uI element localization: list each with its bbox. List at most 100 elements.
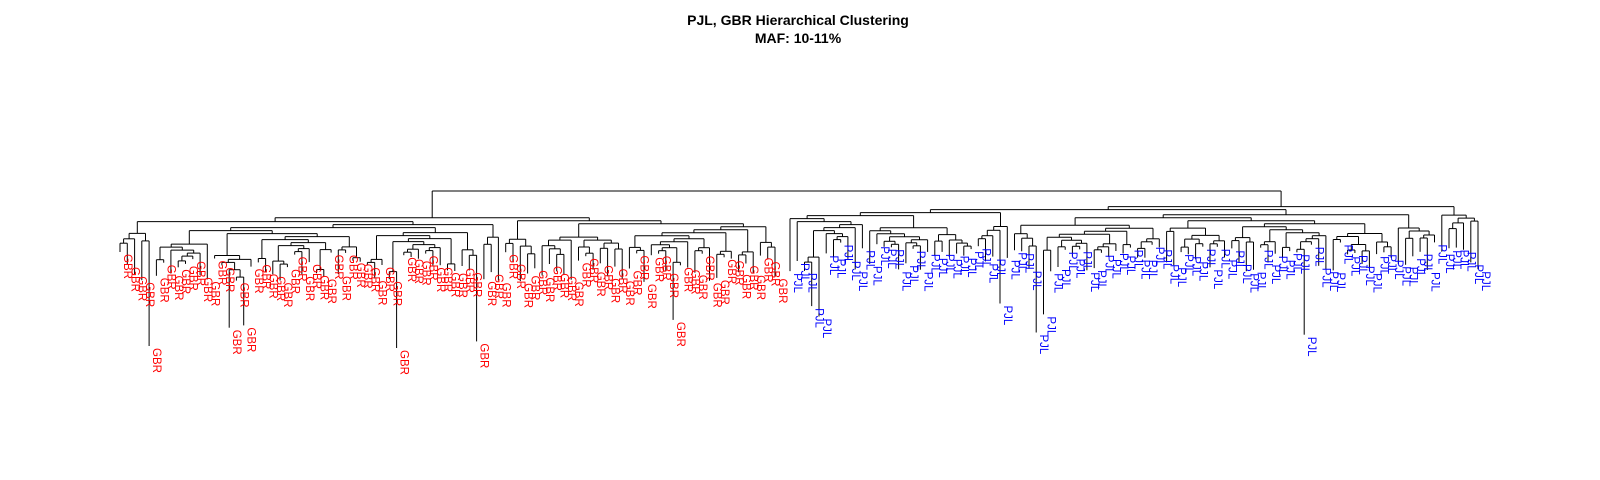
leaf-label-pjl: PJL: [1008, 260, 1020, 280]
leaf-label-gbr: GBR: [769, 262, 781, 287]
leaf-label-gbr: GBR: [281, 283, 293, 308]
leaf-label-pjl: PJL: [1131, 250, 1143, 270]
leaf-label-pjl: PJL: [1385, 254, 1397, 274]
leaf-label-gbr: GBR: [143, 282, 155, 307]
leaf-label-pjl: PJL: [871, 266, 883, 286]
leaf-label-pjl: PJL: [979, 248, 991, 268]
leaf-label-pjl: PJL: [1059, 269, 1071, 289]
leaf-label-gbr: GBR: [711, 283, 723, 308]
leaf-label-gbr: GBR: [754, 275, 766, 300]
leaf-label-pjl: PJL: [1305, 337, 1317, 357]
leaf-label-gbr: GBR: [776, 279, 788, 304]
leaf-label-gbr: GBR: [529, 276, 541, 301]
leaf-label-pjl: PJL: [1378, 256, 1390, 276]
leaf-label-gbr: GBR: [740, 274, 752, 299]
leaf-label-gbr: GBR: [485, 281, 497, 306]
leaf-label-pjl: PJL: [1443, 254, 1455, 274]
leaf-label-gbr: GBR: [157, 278, 169, 303]
leaf-label-gbr: GBR: [580, 263, 592, 288]
leaf-label-pjl: PJL: [994, 259, 1006, 279]
leaf-label-pjl: PJL: [1117, 253, 1129, 273]
leaf-label-gbr: GBR: [310, 264, 322, 289]
leaf-label-gbr: GBR: [478, 343, 490, 368]
leaf-label-pjl: PJL: [907, 265, 919, 285]
leaf-label-gbr: GBR: [318, 275, 330, 300]
leaf-label-pjl: PJL: [1370, 273, 1382, 293]
leaf-label-pjl: PJL: [849, 261, 861, 281]
leaf-label-gbr: GBR: [288, 269, 300, 294]
leaf-label-gbr: GBR: [252, 269, 264, 294]
leaf-label-gbr: GBR: [470, 272, 482, 297]
leaf-label-gbr: GBR: [609, 278, 621, 303]
leaf-label-gbr: GBR: [216, 261, 228, 286]
leaf-label-gbr: GBR: [412, 259, 424, 284]
leaf-label-gbr: GBR: [543, 277, 555, 302]
leaf-label-gbr: GBR: [558, 273, 570, 298]
leaf-label-pjl: PJL: [1414, 258, 1426, 278]
plot-subtitle: MAF: 10-11%: [755, 30, 842, 46]
leaf-label-pjl: PJL: [1240, 264, 1252, 284]
leaf-label-gbr: GBR: [660, 256, 672, 281]
leaf-label-gbr: GBR: [208, 281, 220, 306]
leaf-label-pjl: PJL: [878, 246, 890, 266]
leaf-label-gbr: GBR: [405, 257, 417, 282]
leaf-label-gbr: GBR: [361, 264, 373, 289]
leaf-label-gbr: GBR: [390, 281, 402, 306]
leaf-label-pjl: PJL: [1124, 256, 1136, 276]
leaf-label-gbr: GBR: [601, 265, 613, 290]
leaf-label-pjl: PJL: [1312, 247, 1324, 267]
leaf-label-pjl: PJL: [1204, 249, 1216, 269]
leaf-label-pjl: PJL: [863, 250, 875, 270]
leaf-label-gbr: GBR: [507, 254, 519, 279]
leaf-label-pjl: PJL: [1189, 256, 1201, 276]
leaf-label-pjl: PJL: [827, 255, 839, 275]
leaf-label-gbr: GBR: [761, 258, 773, 283]
leaf-label-pjl: PJL: [965, 258, 977, 278]
leaf-label-gbr: GBR: [237, 283, 249, 308]
leaf-label-pjl: PJL: [1284, 260, 1296, 280]
leaf-label-gbr: GBR: [514, 264, 526, 289]
leaf-label-pjl: PJL: [1052, 273, 1064, 293]
leaf-label-pjl: PJL: [1349, 256, 1361, 276]
leaf-label-gbr: GBR: [747, 266, 759, 291]
leaf-label-gbr: GBR: [187, 266, 199, 291]
leaf-label-gbr: GBR: [398, 350, 410, 375]
leaf-label-gbr: GBR: [136, 276, 148, 301]
leaf-label-gbr: GBR: [499, 283, 511, 308]
leaf-label-gbr: GBR: [638, 255, 650, 280]
leaf-label-gbr: GBR: [347, 255, 359, 280]
leaf-label-pjl: PJL: [1001, 306, 1013, 326]
leaf-label-gbr: GBR: [419, 261, 431, 286]
leaf-label-pjl: PJL: [798, 263, 810, 283]
leaf-label-pjl: PJL: [791, 273, 803, 293]
leaf-label-pjl: PJL: [1139, 260, 1151, 280]
leaf-label-gbr: GBR: [725, 259, 737, 284]
leaf-label-gbr: GBR: [645, 284, 657, 309]
leaf-label-pjl: PJL: [1465, 252, 1477, 272]
leaf-label-gbr: GBR: [732, 261, 744, 286]
leaf-label-pjl: PJL: [943, 254, 955, 274]
leaf-label-pjl: PJL: [987, 263, 999, 283]
leaf-label-pjl: PJL: [1030, 271, 1042, 291]
leaf-label-pjl: PJL: [1457, 250, 1469, 270]
leaf-label-gbr: GBR: [703, 256, 715, 281]
leaf-label-gbr: GBR: [630, 271, 642, 296]
leaf-label-gbr: GBR: [201, 277, 213, 302]
leaf-label-gbr: GBR: [332, 255, 344, 280]
leaf-label-pjl: PJL: [1436, 244, 1448, 264]
leaf-label-pjl: PJL: [1175, 267, 1187, 287]
leaf-label-gbr: GBR: [718, 280, 730, 305]
leaf-label-pjl: PJL: [1428, 272, 1440, 292]
leaf-label-pjl: PJL: [1341, 245, 1353, 265]
leaf-label-gbr: GBR: [441, 267, 453, 292]
leaf-label-pjl: PJL: [1197, 261, 1209, 281]
leaf-label-gbr: GBR: [296, 257, 308, 282]
leaf-label-gbr: GBR: [550, 266, 562, 291]
leaf-label-gbr: GBR: [521, 283, 533, 308]
leaf-label-pjl: PJL: [958, 256, 970, 276]
leaf-label-pjl: PJL: [1066, 252, 1078, 272]
leaf-label-pjl: PJL: [835, 259, 847, 279]
leaf-label-gbr: GBR: [594, 272, 606, 297]
leaf-label-gbr: GBR: [689, 270, 701, 295]
leaf-label-gbr: GBR: [172, 276, 184, 301]
